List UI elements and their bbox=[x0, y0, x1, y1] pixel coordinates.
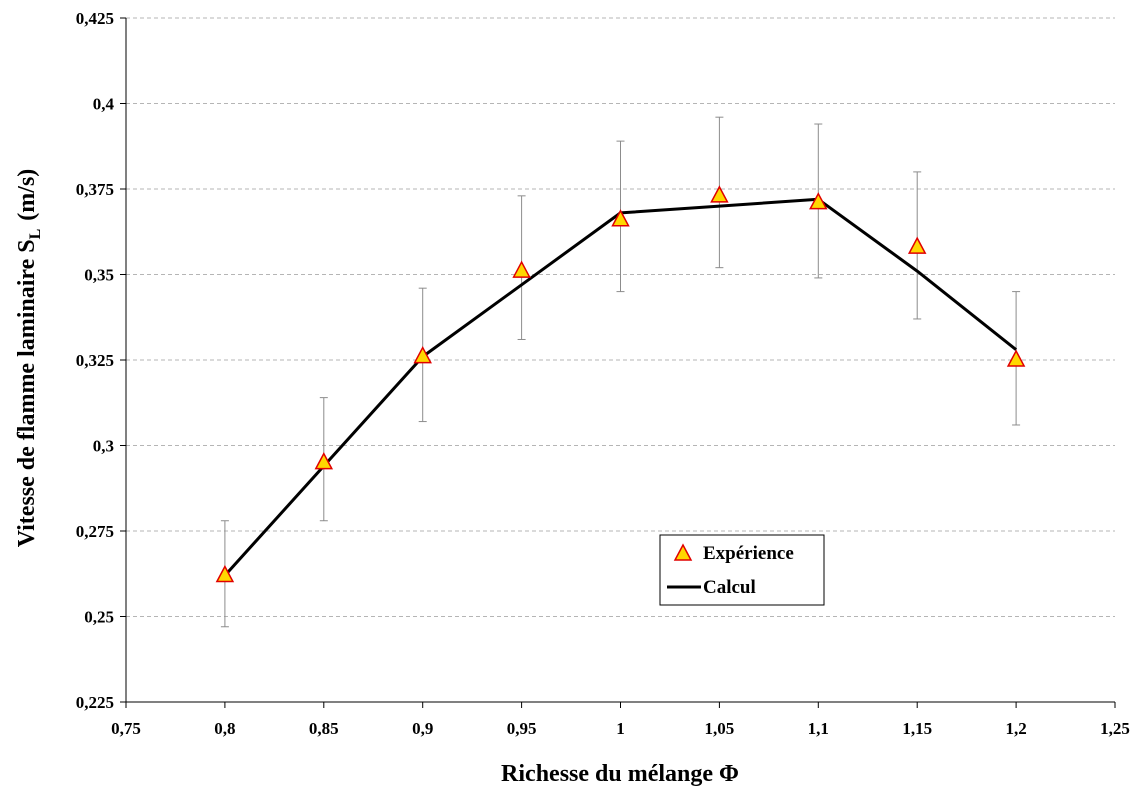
x-tick-label: 0,9 bbox=[412, 719, 433, 738]
y-tick-label: 0,275 bbox=[76, 522, 114, 541]
experience-marker bbox=[809, 192, 828, 210]
y-tick-label: 0,375 bbox=[76, 180, 114, 199]
y-axis-title-sub: L bbox=[27, 229, 44, 240]
error-bar-layer bbox=[220, 116, 1021, 628]
legend-box bbox=[659, 534, 825, 606]
experience-marker bbox=[314, 452, 334, 470]
legend-experience-label: Expérience bbox=[703, 543, 794, 564]
x-tick-label: 0,85 bbox=[309, 719, 339, 738]
x-axis-title: Richesse du mélange Φ bbox=[501, 761, 739, 787]
x-tick-label: 1,2 bbox=[1005, 719, 1026, 738]
legend-experience-marker bbox=[673, 543, 693, 561]
legend: Expérience Calcul bbox=[659, 534, 825, 606]
y-tick-label: 0,35 bbox=[84, 266, 114, 285]
y-tick-label: 0,225 bbox=[76, 693, 114, 712]
x-tick-label: 1,25 bbox=[1100, 719, 1130, 738]
x-tick-label: 1 bbox=[616, 719, 625, 738]
experiment-marker-layer bbox=[215, 185, 1026, 583]
experience-marker bbox=[907, 236, 927, 254]
y-axis-title-unit: (m/s) bbox=[14, 169, 40, 221]
y-tick-label: 0,25 bbox=[84, 608, 114, 627]
y-tick-label: 0,325 bbox=[76, 351, 114, 370]
y-axis-title: Vitesse de flamme laminaire SL (m/s) bbox=[14, 169, 44, 548]
y-tick-label: 0,4 bbox=[93, 95, 115, 114]
x-tick-label: 0,8 bbox=[214, 719, 235, 738]
x-tick-label: 0,95 bbox=[507, 719, 537, 738]
y-tick-label: 0,3 bbox=[93, 437, 114, 456]
x-tick-label: 1,15 bbox=[902, 719, 932, 738]
experience-marker bbox=[611, 209, 630, 227]
experience-marker bbox=[1006, 349, 1026, 367]
x-tick-label: 1,05 bbox=[705, 719, 735, 738]
experience-marker bbox=[413, 345, 432, 364]
grid-layer bbox=[126, 17, 1115, 617]
x-tick-label: 1,1 bbox=[808, 719, 829, 738]
y-tick-label: 0,425 bbox=[76, 9, 114, 28]
x-tick-layer: 0,75 0,8 0,85 0,9 0,95 1 1,05 1,1 1,15 1,2 1,25 bbox=[111, 702, 1130, 738]
experience-marker bbox=[710, 185, 729, 203]
y-axis-title-main: Vitesse de flamme laminaire S bbox=[14, 239, 40, 547]
y-tick-layer: 0,225 0,25 0,275 0,3 0,325 0,35 0,375 0,4 0,425 bbox=[76, 9, 126, 712]
experience-marker bbox=[512, 260, 531, 278]
x-tick-label: 0,75 bbox=[111, 719, 141, 738]
experience-marker bbox=[215, 564, 235, 583]
legend-calcul-label: Calcul bbox=[703, 577, 756, 598]
